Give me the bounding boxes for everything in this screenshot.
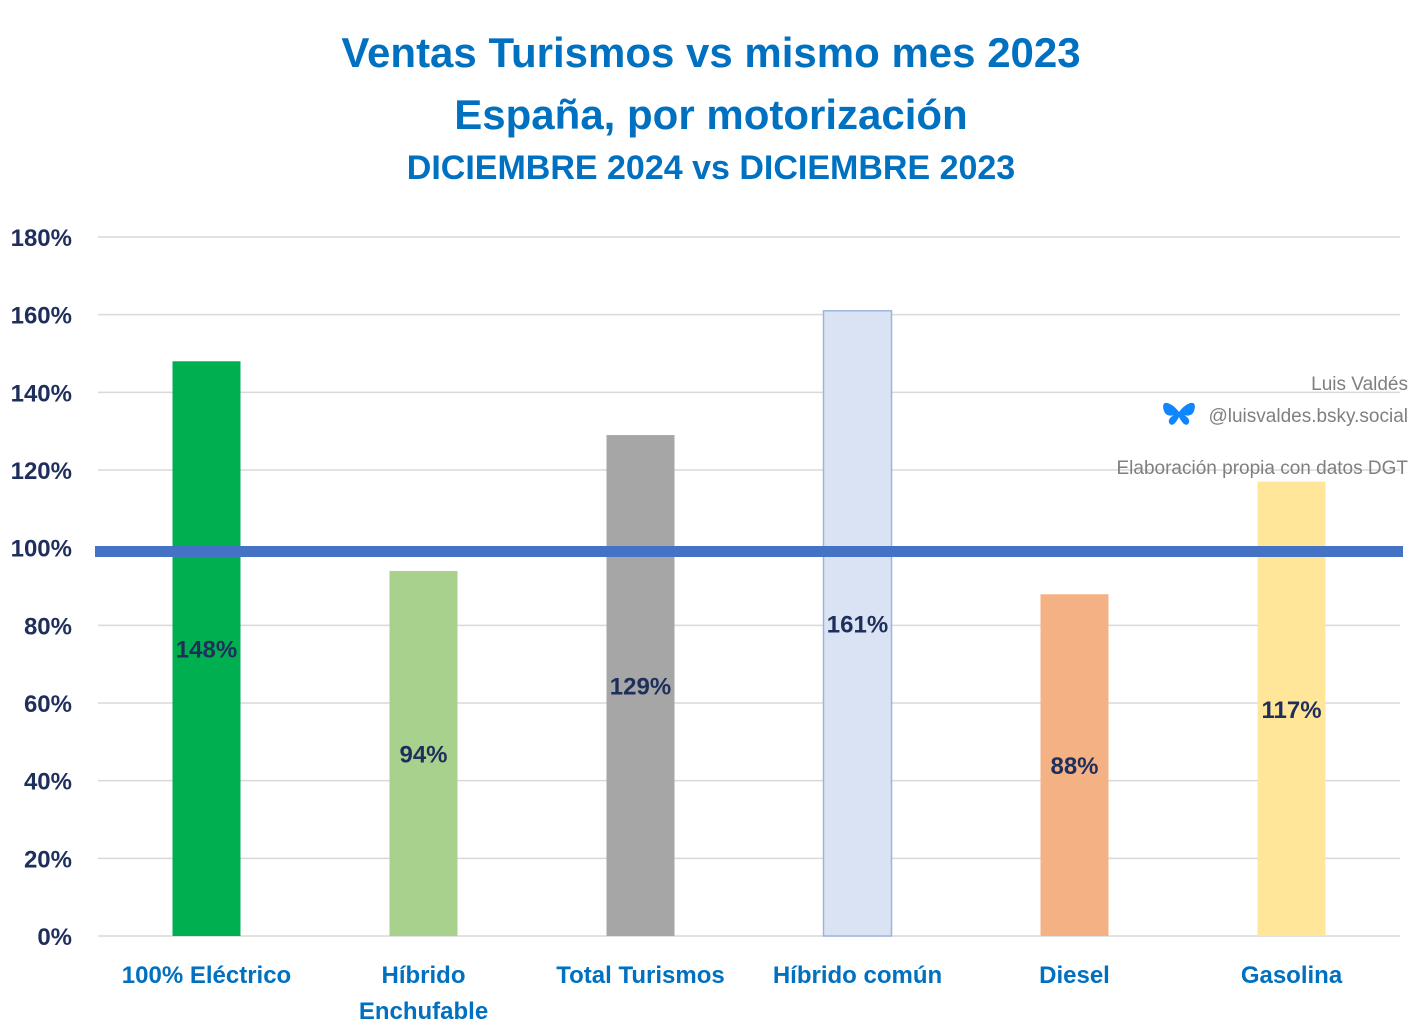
grid-lines [98,236,1400,937]
bar [1257,481,1326,936]
handle-text: @luisvaldes.bsky.social [1208,406,1408,427]
data-label: 94% [399,741,447,768]
x-tick-label: Total Turismos [556,962,724,989]
data-labels: 148% 94% 129% 161% 88% 117% [176,611,1322,780]
x-tick-label: 100% Eléctrico [122,962,291,989]
y-tick-label: 140% [11,380,72,407]
y-tick-label: 60% [24,691,72,718]
x-tick-label: Diesel [1039,962,1110,989]
x-tick-label: Gasolina [1241,962,1343,989]
bar [389,570,458,936]
y-tick-label: 40% [24,769,72,796]
bars [172,310,1326,937]
handle-credit: @luisvaldes.bsky.social [1162,402,1408,428]
author-credit: Luis Valdés [1311,374,1408,395]
data-label: 129% [610,674,671,701]
y-tick-label: 180% [11,225,72,252]
data-label: 148% [176,637,237,664]
chart-title: Ventas Turismos vs mismo mes 2023 [341,29,1081,76]
y-tick-label: 160% [11,303,72,330]
data-label: 117% [1261,697,1321,724]
chart-period: DICIEMBRE 2024 vs DICIEMBRE 2023 [406,149,1016,187]
data-label: 161% [827,611,888,638]
x-tick-label: Enchufable [359,998,488,1025]
x-tick-label: Híbrido [382,962,466,989]
bar [172,361,241,936]
x-axis-categories: 100% Eléctrico Híbrido Enchufable Total Tur… [122,962,1343,1025]
y-tick-label: 100% [11,536,72,563]
source-credit: Elaboración propia con datos DGT [1116,458,1409,479]
bar [606,435,675,936]
data-label: 88% [1050,753,1098,780]
y-axis-ticks: 0% 20% 40% 60% 80% 100% 120% 140% 160% 180% [11,225,72,951]
bar [822,310,893,937]
y-tick-label: 20% [24,846,72,873]
x-tick-label: Híbrido común [773,962,942,989]
y-tick-label: 0% [37,924,72,951]
y-tick-label: 80% [24,613,72,640]
y-tick-label: 120% [11,458,72,485]
bar [1040,594,1109,936]
butterfly-icon [1163,402,1196,425]
chart-subtitle: España, por motorización [454,91,968,138]
